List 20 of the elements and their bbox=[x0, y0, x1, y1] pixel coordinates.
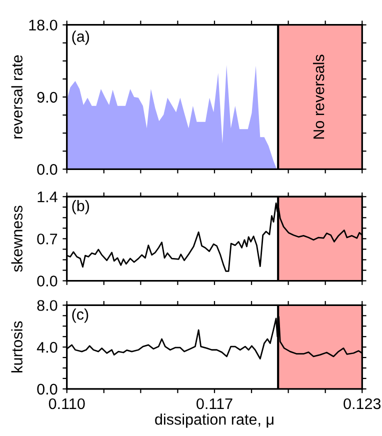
x-axis-title: dissipation rate, μ bbox=[155, 414, 274, 428]
y-tick-label: 9.0 bbox=[37, 92, 58, 103]
annotation: (a) bbox=[72, 30, 90, 45]
x-tick-label: 0.110 bbox=[48, 398, 85, 410]
y-tick-label: 8.0 bbox=[37, 300, 58, 311]
y-tick-label: 0.0 bbox=[37, 276, 58, 286]
x-tick-label: 0.123 bbox=[344, 398, 381, 410]
y-tick-label: 1.4 bbox=[38, 192, 58, 202]
annotation: (b) bbox=[72, 200, 90, 214]
y-axis-title: reversal rate bbox=[11, 55, 22, 138]
band-label: No reversals bbox=[312, 54, 324, 139]
y-tick-label: 4.0 bbox=[36, 342, 58, 353]
y-axis-title: kurtosis bbox=[11, 321, 22, 372]
annotation: (c) bbox=[72, 308, 88, 323]
x-tick-label: 0.117 bbox=[196, 398, 232, 410]
y-tick-label: 0.0 bbox=[37, 164, 58, 175]
y-tick-label: 18.0 bbox=[29, 20, 58, 31]
y-tick-label: 0.7 bbox=[37, 234, 58, 244]
y-tick-label: 0.0 bbox=[37, 384, 58, 395]
y-axis-title: skewness bbox=[11, 206, 22, 272]
